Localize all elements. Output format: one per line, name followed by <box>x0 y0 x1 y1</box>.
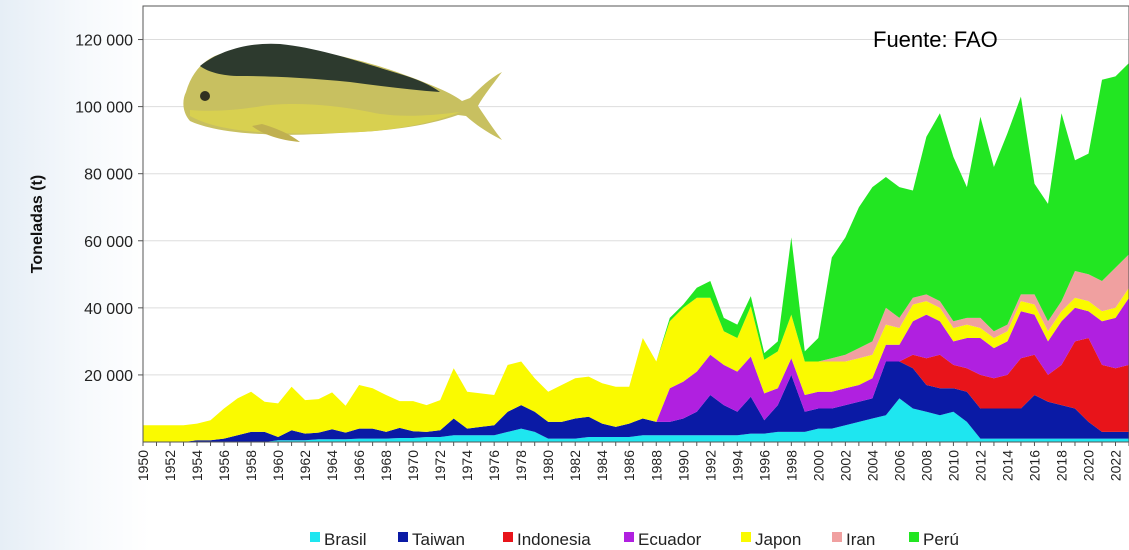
y-tick-label: 40 000 <box>84 301 133 318</box>
x-tick-label: 1994 <box>729 450 745 481</box>
x-tick-label: 2002 <box>837 450 853 481</box>
x-tick-label: 2004 <box>864 450 880 481</box>
x-tick-label: 1982 <box>567 450 583 481</box>
area-series-taiwan <box>143 361 1129 442</box>
x-tick-label: 2008 <box>918 450 934 481</box>
x-tick-label: 1960 <box>270 450 286 481</box>
legend-label-japon: Japon <box>755 530 801 549</box>
x-tick-label: 1950 <box>135 450 151 481</box>
y-gridlines <box>143 39 1129 376</box>
legend-label-taiwan: Taiwan <box>412 530 465 549</box>
legend-swatch-indonesia <box>503 532 513 542</box>
x-tick-label: 2018 <box>1054 450 1070 481</box>
x-tick-label: 1988 <box>648 450 664 481</box>
x-tick-label: 2016 <box>1027 450 1043 481</box>
x-tick-label: 1984 <box>594 450 610 481</box>
x-tick-label: 1962 <box>297 450 313 481</box>
y-tick-label: 80 000 <box>84 167 133 184</box>
mahi-mahi-fish-illustration <box>183 43 502 142</box>
y-axis: 20 000 40 000 60 000 80 000 100 000 120 000 <box>75 33 143 385</box>
legend-label-indonesia: Indonesia <box>517 530 591 549</box>
legend-swatch-japon <box>741 532 751 542</box>
x-tick-label: 1966 <box>351 450 367 481</box>
x-tick-label: 1978 <box>513 450 529 481</box>
x-tick-label: 1980 <box>540 450 556 481</box>
x-tick-label: 1974 <box>459 450 475 481</box>
x-tick-label: 1972 <box>432 450 448 481</box>
legend-label-iran: Iran <box>846 530 875 549</box>
x-tick-label: 2000 <box>810 450 826 481</box>
x-tick-label: 2020 <box>1081 450 1097 481</box>
legend-swatch-taiwan <box>398 532 408 542</box>
x-axis: 1950 1952 1954 1956 1958 1960 1962 1964 1966 1968… <box>135 442 1129 481</box>
legend-label-peru: Perú <box>923 530 959 549</box>
x-tick-label: 1992 <box>702 450 718 481</box>
x-tick-label: 2014 <box>999 450 1015 481</box>
x-tick-label: 2010 <box>945 450 961 481</box>
legend-label-ecuador: Ecuador <box>638 530 702 549</box>
legend-swatch-peru <box>909 532 919 542</box>
area-series-japon <box>143 287 1129 442</box>
plot-frame <box>142 5 1129 443</box>
source-annotation: Fuente: FAO <box>873 27 998 52</box>
x-tick-label: 1970 <box>405 450 421 481</box>
y-tick-label: 60 000 <box>84 234 133 251</box>
x-tick-label: 2012 <box>972 450 988 481</box>
x-tick-label: 1986 <box>621 450 637 481</box>
x-tick-label: 2022 <box>1108 450 1124 481</box>
x-tick-label: 1952 <box>162 450 178 481</box>
legend-label-brasil: Brasil <box>324 530 367 549</box>
y-tick-label: 120 000 <box>75 33 133 50</box>
x-tick-label: 1964 <box>324 450 340 481</box>
area-series-brasil <box>143 398 1129 442</box>
x-tick-label: 1998 <box>783 450 799 481</box>
x-tick-label: 2006 <box>891 450 907 481</box>
y-tick-label: 20 000 <box>84 368 133 385</box>
x-tick-label: 1996 <box>756 450 772 481</box>
x-tick-label: 1968 <box>378 450 394 481</box>
legend: Brasil Taiwan Indonesia Ecuador Japon Iran Per… <box>310 530 959 549</box>
x-tick-label: 1976 <box>486 450 502 481</box>
x-tick-label: 1958 <box>243 450 259 481</box>
legend-swatch-ecuador <box>624 532 634 542</box>
background-gradient <box>0 0 150 550</box>
legend-swatch-iran <box>832 532 842 542</box>
legend-swatch-brasil <box>310 532 320 542</box>
x-tick-label: 1990 <box>675 450 691 481</box>
x-tick-label: 1956 <box>216 450 232 481</box>
y-tick-label: 100 000 <box>75 100 133 117</box>
area-series-peru <box>143 63 1129 426</box>
y-axis-label: Toneladas (t) <box>29 175 46 273</box>
stacked-areas <box>143 63 1129 442</box>
x-tick-label: 1954 <box>189 450 205 481</box>
